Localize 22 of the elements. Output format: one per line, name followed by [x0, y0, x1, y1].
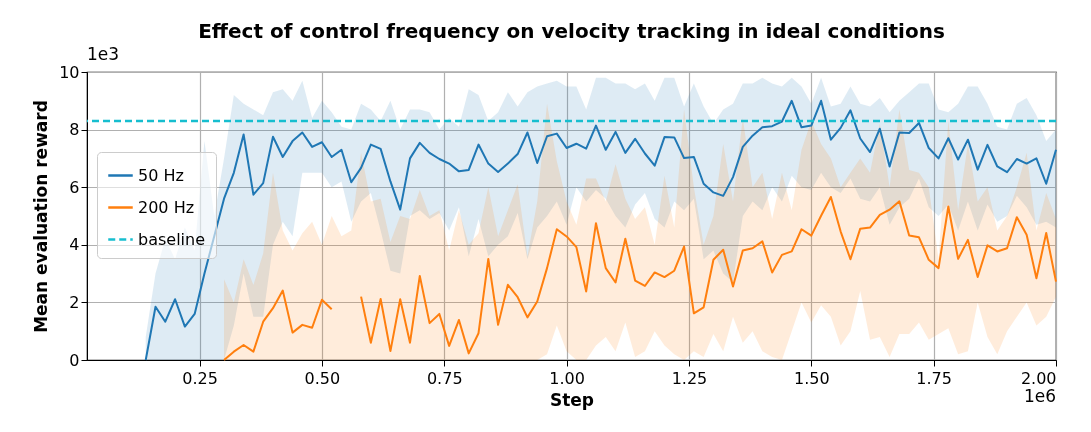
y-tick-label: 8 [69, 120, 80, 140]
y-tick-label: 10 [59, 62, 80, 82]
y-tick-label: 6 [69, 177, 80, 197]
x-tick-label: 1.75 [916, 368, 952, 388]
x-tick-label: 1.50 [793, 368, 830, 388]
x-tick-label: 1.25 [671, 368, 708, 388]
x-axis-title: Step [549, 389, 595, 410]
x-tick-label: 0.75 [426, 368, 463, 388]
y-tick-label: 4 [69, 235, 80, 255]
y-axis-title: Mean evaluation reward [31, 100, 52, 333]
x-tick-label: 0.50 [304, 368, 341, 388]
y-tick-label: 2 [69, 292, 80, 312]
x-tick-label: 0.25 [182, 368, 218, 388]
text: 1e6 [1023, 386, 1056, 406]
legend-label: 200 Hz [138, 197, 195, 217]
legend-label: 50 Hz [138, 165, 184, 185]
chart-title: Effect of control frequency on velocity tracking in ideal conditions [198, 19, 945, 43]
y-tick-label: 0 [69, 350, 80, 370]
legend-label: baseline [138, 229, 206, 249]
text: 1e3 [87, 44, 120, 64]
x-tick-label: 2.00 [1020, 368, 1057, 388]
x-tick-label: 1.00 [549, 368, 585, 388]
